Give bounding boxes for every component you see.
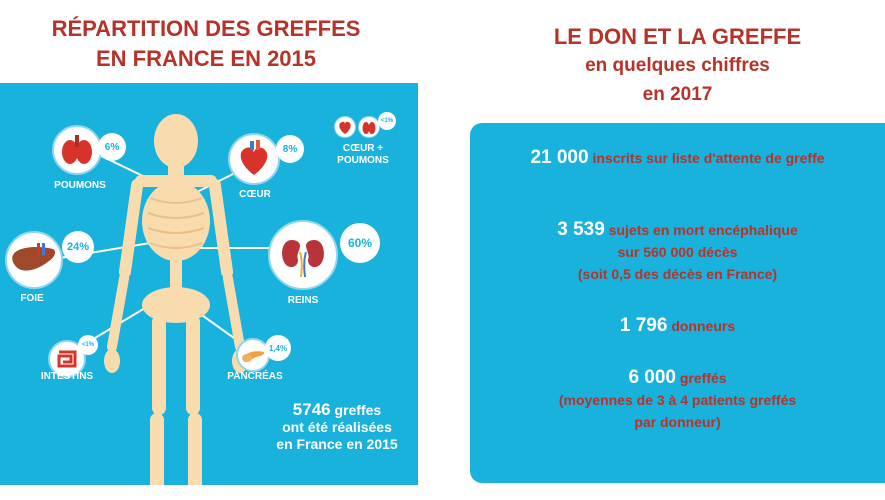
stat-transplanted-number: 6 000	[628, 367, 676, 388]
stat-donors: 1 796 donneurs	[470, 315, 885, 337]
stat-brain-death-number: 3 539	[557, 219, 605, 240]
pancreas-percentage: 1,4%	[265, 335, 291, 361]
left-title-line1: RÉPARTITION DES GREFFES	[51, 16, 361, 41]
heart-small-icon	[339, 121, 351, 134]
heart-label: CŒUR	[239, 189, 271, 200]
stat-brain-death-text: sujets en mort encéphalique	[604, 222, 798, 238]
right-title-line2: en quelques chiffres	[585, 55, 770, 76]
stat-transplanted: 6 000 greffés (moyennes de 3 à 4 patient…	[470, 367, 885, 433]
right-title: LE DON ET LA GREFFE en quelques chiffres…	[470, 22, 885, 109]
kidneys-icon	[282, 240, 324, 278]
summary-line1-rest: greffes	[330, 402, 382, 418]
organ-distribution-panel: 6% POUMONS 8% CŒUR <1% CŒUR + POUMONS	[0, 83, 418, 485]
pancreas-icon	[242, 351, 265, 362]
summary-line2: ont été réalisées	[282, 419, 392, 435]
liver-label: FOIE	[20, 293, 44, 304]
stat-brain-death-line3: (soit 0,5 des décès en France)	[577, 266, 778, 282]
stat-waiting-list-number: 21 000	[530, 147, 589, 168]
intestines-label: INTESTINS	[40, 371, 94, 382]
heart-lungs-label: CŒUR + POUMONS	[328, 143, 398, 167]
pancreas-label: PANCRÉAS	[227, 371, 283, 382]
stat-transplanted-line3: par donneur)	[634, 414, 721, 430]
liver-organ-circle	[5, 231, 63, 289]
kidneys-percentage: 60%	[340, 223, 380, 263]
pancreas-organ-circle	[236, 338, 270, 372]
right-title-line3: en 2017	[642, 84, 713, 105]
heart-lungs-label-line1: CŒUR +	[342, 143, 384, 154]
right-title-line1: LE DON ET LA GREFFE	[553, 24, 802, 49]
summary-line3: en France en 2015	[276, 436, 398, 452]
liver-percentage: 24%	[62, 231, 94, 263]
stat-brain-death: 3 539 sujets en mort encéphalique sur 56…	[470, 219, 885, 285]
heart-percentage: 8%	[276, 135, 304, 163]
stat-transplanted-line2: (moyennes de 3 à 4 patients greffés	[558, 392, 797, 408]
heart-lungs-label-line2: POUMONS	[337, 155, 389, 166]
kidneys-organ-circle	[268, 220, 338, 290]
lungs-small-circle	[358, 116, 380, 138]
lungs-percentage: 6%	[98, 133, 126, 161]
stat-transplanted-text: greffés	[675, 370, 727, 386]
stat-brain-death-line2: sur 560 000 décès	[617, 244, 738, 260]
heart-organ-circle	[228, 133, 280, 185]
stat-donors-number: 1 796	[619, 315, 668, 336]
stat-waiting-list-text: inscrits sur liste d'attente de greffe	[588, 150, 825, 166]
transplants-summary: 5746 greffes ont été réalisées en France…	[262, 401, 412, 453]
intestines-percentage: <1%	[78, 335, 98, 355]
left-title: RÉPARTITION DES GREFFES EN FRANCE EN 201…	[0, 14, 412, 74]
left-title-line2: EN FRANCE EN 2015	[95, 46, 317, 71]
liver-icon	[12, 243, 56, 271]
intestines-icon	[57, 350, 77, 368]
key-figures-panel: 21 000 inscrits sur liste d'attente de g…	[470, 123, 885, 483]
heart-icon	[240, 140, 268, 175]
lungs-small-icon	[362, 122, 376, 134]
heart-lungs-organ-circle	[334, 116, 356, 138]
stat-waiting-list: 21 000 inscrits sur liste d'attente de g…	[470, 147, 885, 169]
lungs-organ-circle	[52, 125, 102, 175]
kidneys-label: REINS	[287, 295, 319, 306]
heart-lungs-percentage: <1%	[378, 112, 396, 130]
lungs-icon	[62, 135, 92, 164]
summary-number: 5746	[292, 400, 331, 419]
stat-donors-text: donneurs	[667, 318, 736, 334]
lungs-label: POUMONS	[54, 180, 106, 191]
